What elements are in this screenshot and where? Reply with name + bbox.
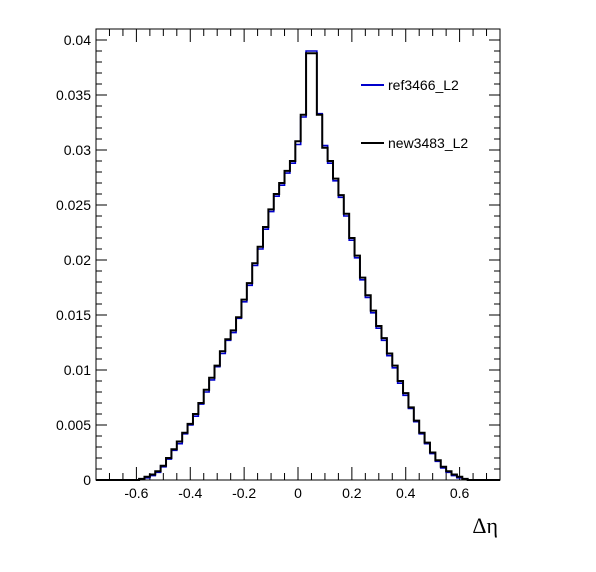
y-tick-label: 0.02 [64,252,91,268]
x-tick-label: 0.2 [342,485,362,501]
legend-label: new3483_L2 [388,135,468,151]
y-axis: 0 0.005 0.01 0.015 0.02 0.025 0.03 0.035 0.04 [56,28,500,488]
y-tick-label: 0.015 [56,307,91,323]
x-tick-label: 0.4 [396,485,416,501]
series-line-ref3466_L2 [96,50,500,481]
y-tick-label: 0.025 [56,197,91,213]
y-tick-label: 0.035 [56,87,91,103]
y-tick-label: 0.01 [64,362,91,378]
x-tick-label: -0.4 [178,485,202,501]
x-tick-label: -0.2 [232,485,256,501]
x-tick-label: 0 [294,485,302,501]
x-tick-label: 0.6 [450,485,470,501]
x-axis: -0.6 -0.4 -0.2 0 0.2 0.4 0.6 [95,29,501,501]
legend: ref3466_L2 new3483_L2 [361,77,468,151]
plot-frame [95,28,501,481]
series-layer [96,50,500,481]
x-tick-label: -0.6 [124,485,148,501]
x-axis-label: Δη [472,513,498,538]
y-tick-label: 0 [83,472,91,488]
series-line-new3483_L2 [96,52,500,481]
y-tick-label: 0.03 [64,142,91,158]
y-tick-label: 0.005 [56,417,91,433]
y-tick-label: 0.04 [64,32,91,48]
legend-label: ref3466_L2 [388,77,459,93]
